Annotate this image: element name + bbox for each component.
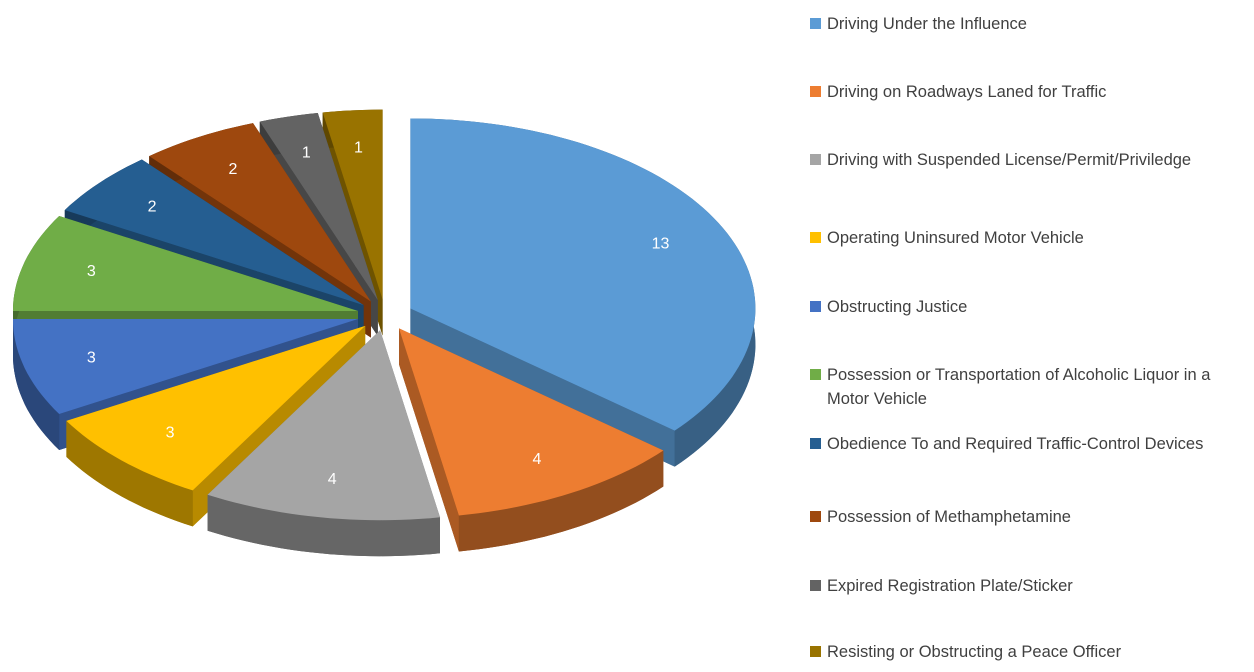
slice-top bbox=[259, 113, 378, 301]
legend-item: Driving Under the Influence bbox=[810, 12, 1250, 36]
slice bbox=[66, 325, 366, 527]
slice-wall bbox=[13, 319, 60, 450]
legend-swatch bbox=[810, 511, 821, 522]
legend-label: Resisting or Obstructing a Peace Officer bbox=[827, 643, 1122, 661]
slice-top bbox=[410, 118, 756, 431]
legend-label: Operating Uninsured Motor Vehicle bbox=[827, 229, 1084, 247]
legend-item: Possession of Methamphetamine bbox=[810, 505, 1250, 529]
slice-top bbox=[322, 109, 383, 300]
legend-swatch bbox=[810, 18, 821, 29]
legend-label: Driving Under the Influence bbox=[827, 15, 1027, 33]
legend-item: Operating Uninsured Motor Vehicle bbox=[810, 226, 1250, 250]
legend-swatch bbox=[810, 646, 821, 657]
slice-wall bbox=[207, 494, 440, 557]
slice-top bbox=[399, 328, 664, 516]
legend-label: Driving with Suspended License/Permit/Pr… bbox=[827, 151, 1192, 169]
legend-swatch bbox=[810, 154, 821, 165]
slice-side bbox=[399, 328, 459, 552]
data-label: 3 bbox=[166, 425, 175, 442]
legend-label: Possession or Transportation of Alcoholi… bbox=[827, 366, 1211, 408]
slice-top bbox=[13, 216, 358, 311]
legend-label: Expired Registration Plate/Sticker bbox=[827, 577, 1073, 595]
slice-wall bbox=[458, 450, 664, 552]
legend-swatch bbox=[810, 580, 821, 591]
legend-swatch bbox=[810, 369, 821, 380]
legend-item: Resisting or Obstructing a Peace Officer bbox=[810, 640, 1250, 664]
legend-item: Driving on Roadways Laned for Traffic bbox=[810, 80, 1250, 104]
data-label: 1 bbox=[354, 139, 363, 156]
legend-item: Driving with Suspended License/Permit/Pr… bbox=[810, 148, 1250, 172]
slice bbox=[399, 328, 664, 552]
data-label: 2 bbox=[148, 199, 157, 216]
slice-top bbox=[64, 159, 364, 306]
legend-item: Possession or Transportation of Alcoholi… bbox=[810, 363, 1250, 411]
legend-label: Obedience To and Required Traffic-Contro… bbox=[827, 435, 1204, 453]
data-label: 3 bbox=[87, 350, 96, 367]
slice-top bbox=[66, 325, 366, 491]
slice-top bbox=[149, 123, 371, 302]
data-label: 4 bbox=[328, 471, 337, 488]
pie-area: 13 4 4 3 3 3 2 2 1 1 bbox=[13, 109, 756, 557]
legend-label: Obstructing Justice bbox=[827, 298, 968, 316]
legend-label: Possession of Methamphetamine bbox=[827, 508, 1071, 526]
legend-swatch bbox=[810, 301, 821, 312]
legend-swatch bbox=[810, 438, 821, 449]
legend-item: Expired Registration Plate/Sticker bbox=[810, 574, 1250, 598]
data-label: 4 bbox=[533, 451, 542, 468]
legend-item: Obstructing Justice bbox=[810, 295, 1250, 319]
legend-item: Obedience To and Required Traffic-Contro… bbox=[810, 432, 1250, 456]
slice-wall bbox=[66, 420, 193, 527]
legend-swatch bbox=[810, 232, 821, 243]
slice-top bbox=[207, 330, 440, 521]
slice-top bbox=[13, 319, 358, 414]
data-label: 13 bbox=[652, 235, 670, 252]
legend-label: Driving on Roadways Laned for Traffic bbox=[827, 83, 1107, 101]
data-label: 3 bbox=[87, 263, 96, 280]
data-label: 1 bbox=[302, 145, 311, 162]
legend-swatch bbox=[810, 86, 821, 97]
data-label: 2 bbox=[229, 161, 238, 178]
slice bbox=[207, 330, 440, 557]
